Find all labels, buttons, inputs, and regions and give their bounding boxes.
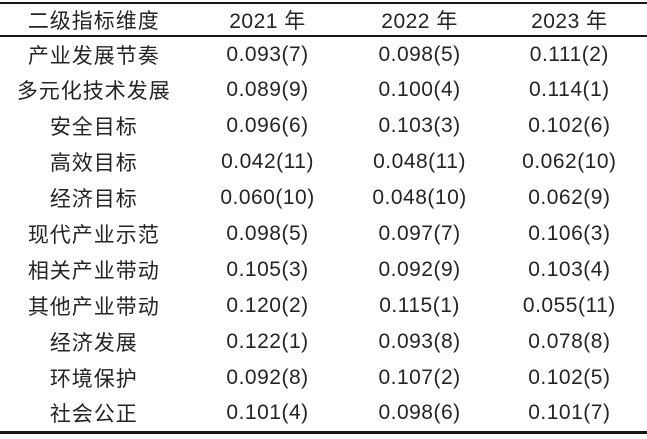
table-row: 社会公正 0.101(4) 0.098(6) 0.101(7): [0, 396, 647, 432]
weight-rank-cell: 0.101(7): [528, 401, 611, 425]
header-row: 二级指标维度 2021 年 2022 年 2023 年: [0, 3, 647, 36]
header-year-2023: 2023 年: [531, 9, 608, 33]
indicator-label-cell: 现代产业示范: [27, 223, 160, 247]
weight-rank-cell: 0.114(1): [529, 78, 610, 101]
weight-rank-cell: 0.048(10): [372, 186, 467, 209]
weight-rank-cell: 0.101(4): [226, 401, 309, 425]
weight-rank-cell: 0.097(7): [378, 222, 461, 245]
weight-rank-cell: 0.078(8): [528, 330, 611, 353]
weight-rank-cell: 0.103(3): [378, 114, 461, 137]
weight-rank-cell: 0.098(6): [378, 401, 461, 425]
weight-rank-cell: 0.100(4): [378, 78, 461, 101]
indicator-label-cell: 环境保护: [49, 367, 138, 391]
indicator-label-cell: 经济目标: [49, 187, 138, 211]
weight-rank-cell: 0.089(9): [226, 78, 309, 101]
table-row: 高效目标 0.042(11) 0.048(11) 0.062(10): [0, 144, 647, 180]
weight-rank-cell: 0.106(3): [528, 222, 611, 245]
weight-rank-cell: 0.098(5): [378, 42, 461, 66]
weight-rank-cell: 0.042(11): [221, 150, 314, 173]
header-indicator-dimension: 二级指标维度: [27, 8, 160, 33]
weight-rank-cell: 0.103(4): [528, 258, 611, 281]
weight-rank-cell: 0.105(3): [226, 258, 309, 281]
table-row: 安全目标 0.096(6) 0.103(3) 0.102(6): [0, 108, 647, 144]
indicator-label-cell: 高效目标: [49, 151, 138, 175]
weight-rank-cell: 0.098(5): [226, 222, 309, 245]
weight-rank-cell: 0.115(1): [379, 294, 460, 317]
table-row: 现代产业示范 0.098(5) 0.097(7) 0.106(3): [0, 216, 647, 252]
table-row: 相关产业带动 0.105(3) 0.092(9) 0.103(4): [0, 252, 647, 288]
weight-rank-cell: 0.111(2): [529, 42, 609, 66]
weight-rank-cell: 0.096(6): [226, 114, 309, 137]
header-year-2022: 2022 年: [381, 9, 458, 33]
table-row: 经济发展 0.122(1) 0.093(8) 0.078(8): [0, 324, 647, 360]
weight-rank-cell: 0.055(11): [522, 294, 616, 317]
table-body: 产业发展节奏 0.093(7) 0.098(5) 0.111(2) 多元化技术发展 0.0…: [0, 36, 647, 432]
weight-rank-cell: 0.093(8): [378, 330, 461, 353]
weight-rank-cell: 0.102(6): [528, 114, 611, 137]
indicator-label-cell: 其他产业带动: [27, 295, 160, 319]
table-row: 经济目标 0.060(10) 0.048(10) 0.062(9): [0, 180, 647, 216]
indicator-label-cell: 安全目标: [49, 115, 138, 139]
weight-rank-cell: 0.092(8): [226, 366, 309, 389]
table-row: 其他产业带动 0.120(2) 0.115(1) 0.055(11): [0, 288, 647, 324]
indicator-label-cell: 社会公正: [49, 402, 138, 427]
table-row: 产业发展节奏 0.093(7) 0.098(5) 0.111(2): [0, 36, 647, 72]
weight-rank-cell: 0.122(1): [226, 330, 309, 353]
weight-rank-cell: 0.120(2): [226, 294, 309, 317]
weight-rank-cell: 0.107(2): [378, 366, 461, 389]
weight-rank-cell: 0.093(7): [226, 42, 309, 66]
table-row: 多元化技术发展 0.089(9) 0.100(4) 0.114(1): [0, 72, 647, 108]
indicator-label-cell: 相关产业带动: [27, 259, 160, 283]
indicator-label-cell: 经济发展: [49, 331, 138, 355]
weight-rank-cell: 0.092(9): [378, 258, 461, 281]
indicator-label-cell: 产业发展节奏: [27, 43, 160, 68]
weight-rank-cell: 0.102(5): [528, 366, 611, 389]
weight-rank-cell: 0.062(9): [528, 186, 611, 209]
header-year-2021: 2021 年: [229, 9, 306, 33]
indicator-label-cell: 多元化技术发展: [16, 79, 171, 103]
weight-rank-cell: 0.062(10): [522, 150, 617, 173]
weight-rank-cell: 0.048(11): [373, 150, 466, 173]
table-row: 环境保护 0.092(8) 0.107(2) 0.102(5): [0, 360, 647, 396]
weight-rank-cell: 0.060(10): [220, 186, 315, 209]
